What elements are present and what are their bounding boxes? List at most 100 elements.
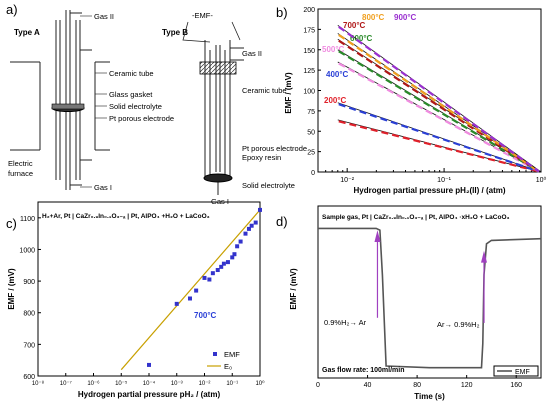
emf-label-b: -EMF- — [192, 11, 213, 20]
d-flow-rate: Gas flow rate: 100ml/min — [322, 367, 404, 374]
solid-electrolyte-b — [203, 173, 233, 183]
panel-a-letter: a) — [6, 2, 18, 17]
c-ylabel: EMF / (mV) — [7, 268, 16, 310]
d-xtick-label-2: 80 — [413, 382, 421, 389]
c-emf-point-1 — [174, 301, 179, 306]
d-annotation-2: Ar→ 0.9%H₂ — [437, 320, 480, 329]
c-ytick-label-0: 600 — [23, 374, 35, 381]
panel-c-letter: c) — [6, 216, 17, 231]
c-ytick-label-2: 800 — [23, 311, 35, 318]
d-xlabel: Time (s) — [414, 392, 445, 401]
c-emf-point-16 — [246, 226, 251, 231]
c-xtick-label: 10⁰ — [255, 380, 265, 387]
b-series-label-5: 800°C — [362, 13, 385, 22]
furnace-label-2: furnace — [8, 169, 33, 178]
c-ytick-label-1: 700 — [23, 342, 35, 349]
c-emf-point-12 — [232, 252, 237, 257]
c-xtick-label: 10⁻⁷ — [60, 380, 72, 387]
type-a-label-1: Ceramic tube — [109, 69, 154, 78]
c-emf-point-17 — [249, 223, 254, 228]
type-a-label-0: Gas II — [94, 12, 114, 21]
d-arrow-2-head — [481, 250, 488, 263]
epoxy-cap-b — [199, 61, 237, 75]
c-xtick-label: 10⁻⁸ — [32, 380, 45, 387]
type-b-label-4: Solid electrolyte — [242, 181, 295, 190]
c-emf-point-6 — [210, 271, 215, 276]
type-b-label-1: Ceramic tube — [242, 86, 287, 95]
c-emf-point-9 — [221, 261, 226, 266]
type-a-label-3: Solid electrolyte — [109, 102, 162, 111]
c-emf-point-18 — [253, 220, 258, 225]
c-legend-emf: EMF — [224, 350, 240, 359]
b-ytick-label-4: 100 — [303, 89, 315, 96]
type-a-label-2: Glass gasket — [109, 90, 153, 99]
c-emf-point-11 — [230, 255, 235, 260]
b-xtick-label-0: 10⁻² — [340, 177, 354, 184]
c-temperature: 700°C — [194, 311, 217, 320]
c-emf-point-19 — [258, 207, 262, 212]
c-emf-point-14 — [238, 239, 243, 244]
b-xtick-label-1: 10⁻¹ — [437, 177, 451, 184]
b-series-label-3: 600°C — [350, 34, 373, 43]
d-arrow-1-head — [374, 230, 381, 242]
c-emf-point-4 — [202, 275, 207, 280]
type-a-diagram — [10, 10, 110, 190]
panel-d-letter: d) — [276, 214, 288, 229]
d-cell-description: Sample gas, Pt | CaZr₀.₉In₀.₁O₃₋ₐ | Pt, … — [322, 214, 510, 221]
b-ytick-label-6: 150 — [303, 48, 315, 55]
b-series-label-0: 200°C — [324, 96, 347, 105]
c-xtick-label: 10⁻⁶ — [87, 380, 100, 387]
d-ylabel: EMF / (mV) — [289, 268, 298, 310]
d-xtick-label-3: 120 — [461, 382, 473, 389]
type-a-label-4: Pt porous electrode — [109, 114, 174, 123]
b-xtick-label-2: 10⁰ — [536, 176, 547, 184]
c-emf-point-13 — [235, 244, 240, 249]
c-xtick-label: 10⁻¹ — [226, 381, 238, 387]
furnace-label-1: Electric — [8, 159, 33, 168]
b-series-label-6: 900°C — [394, 13, 417, 22]
b-ytick-label-8: 200 — [303, 7, 315, 14]
d-annotation-1: 0.9%H₂→ Ar — [324, 318, 367, 327]
b-series-label-2: 500°C — [322, 45, 345, 54]
panel-b-letter: b) — [276, 5, 288, 20]
type-b-label-0: Gas II — [242, 49, 262, 58]
c-xlabel: Hydrogen partial pressure pH₂ / (atm) — [78, 390, 221, 399]
solid-electrolyte-disk — [51, 103, 85, 110]
b-series-label-4: 700°C — [343, 21, 366, 30]
c-cell-description: H₂+Ar, Pt | CaZr₀.₉In₀.₁O₃₋ₐ | Pt, AlPO₄… — [42, 213, 210, 220]
type-b-label-2: Pt porous electrode — [242, 144, 307, 153]
d-xtick-label-0: 0 — [316, 382, 320, 389]
d-emf-trace — [318, 227, 542, 369]
c-emf-point-3 — [194, 288, 199, 293]
type-a-label: Type A — [14, 28, 40, 37]
c-emf-point-15 — [243, 231, 248, 236]
c-legend-e0: E₀ — [224, 362, 232, 371]
d-xtick-label-1: 40 — [364, 382, 372, 389]
c-xtick-label: 10⁻⁵ — [115, 380, 128, 387]
b-series-2 — [338, 62, 540, 173]
b-series-5 — [338, 34, 540, 173]
c-ytick-label-4: 1000 — [19, 247, 35, 254]
c-xtick-label: 10⁻³ — [171, 381, 183, 387]
b-ytick-label-2: 50 — [307, 129, 315, 136]
c-emf-point-5 — [207, 277, 212, 282]
b-xlabel: Hydrogen partial pressure pH₂(II) / (atm… — [353, 186, 505, 195]
b-series-6 — [338, 25, 540, 173]
c-emf-point-10 — [225, 260, 230, 265]
b-series-label-1: 400°C — [326, 70, 349, 79]
b-ytick-label-3: 75 — [307, 109, 315, 116]
b-ytick-label-1: 25 — [307, 150, 315, 157]
b-series-4 — [338, 39, 540, 173]
emf-wires-b — [182, 21, 241, 43]
c-emf-point-7 — [215, 268, 220, 273]
type-a-label-5: Gas I — [94, 183, 112, 192]
b-ytick-label-0: 0 — [311, 170, 315, 177]
b-series-0 — [338, 120, 540, 173]
c-emf-point-2 — [187, 296, 192, 301]
c-emf-point-8 — [219, 264, 224, 269]
c-xtick-label: 10⁻⁴ — [143, 380, 156, 387]
b-ytick-label-7: 175 — [303, 27, 315, 34]
c-ytick-label-3: 900 — [23, 279, 35, 286]
c-emf-point-0 — [147, 362, 151, 367]
